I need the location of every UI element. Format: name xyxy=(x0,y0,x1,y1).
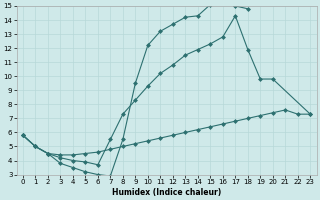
X-axis label: Humidex (Indice chaleur): Humidex (Indice chaleur) xyxy=(112,188,221,197)
